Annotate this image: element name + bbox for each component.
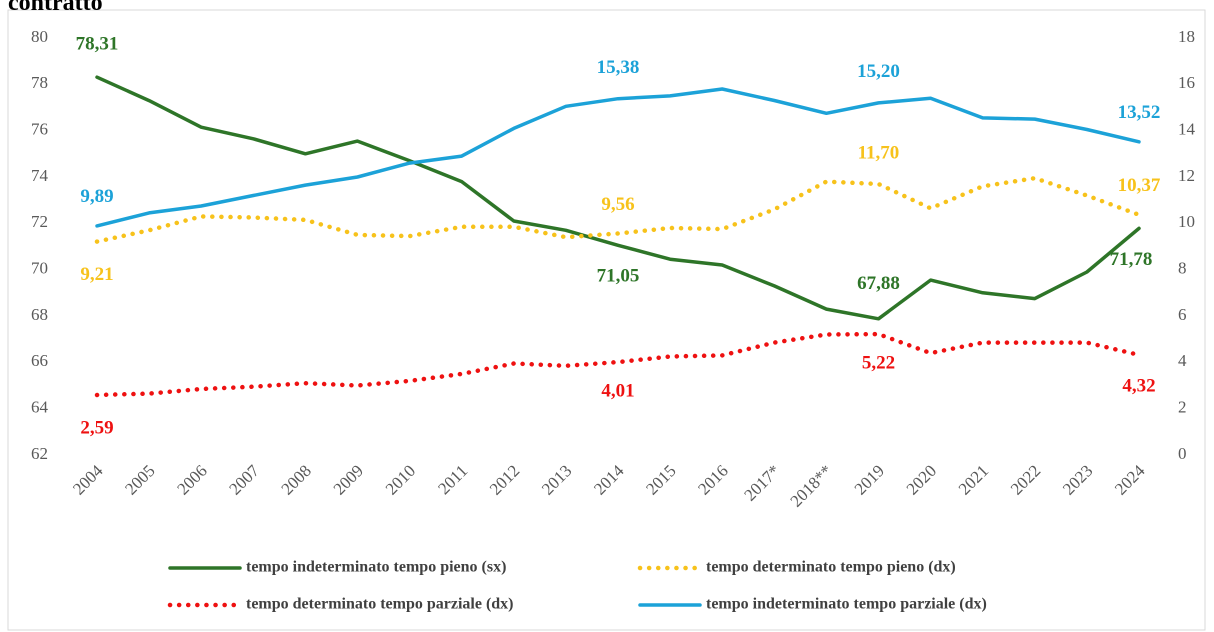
legend-label: tempo determinato tempo pieno (dx) bbox=[706, 559, 956, 576]
data-label: 15,20 bbox=[857, 61, 900, 82]
y2-tick-label: 0 bbox=[1178, 444, 1187, 463]
x-tick-label: 2009 bbox=[330, 461, 367, 498]
x-tick-label: 2008 bbox=[278, 461, 315, 498]
y-tick-label: 76 bbox=[31, 120, 48, 139]
x-tick-label: 2021 bbox=[955, 461, 992, 498]
x-tick-label: 2013 bbox=[538, 461, 575, 498]
legend-label: tempo indeterminato tempo parziale (dx) bbox=[706, 596, 987, 613]
data-label: 4,32 bbox=[1122, 375, 1155, 396]
x-tick-label: 2024 bbox=[1111, 461, 1149, 499]
data-label: 9,89 bbox=[80, 186, 113, 207]
data-label: 10,37 bbox=[1118, 175, 1161, 196]
y2-tick-label: 4 bbox=[1178, 351, 1187, 370]
data-label: 9,21 bbox=[80, 264, 113, 285]
x-tick-label: 2023 bbox=[1059, 461, 1096, 498]
x-tick-label: 2015 bbox=[642, 461, 679, 498]
y-tick-label: 80 bbox=[31, 27, 48, 46]
y-tick-label: 64 bbox=[31, 398, 49, 417]
y2-tick-label: 14 bbox=[1178, 120, 1196, 139]
y-tick-label: 72 bbox=[31, 212, 48, 231]
data-label: 71,78 bbox=[1110, 249, 1153, 270]
y-tick-label: 78 bbox=[31, 73, 48, 92]
y2-tick-label: 16 bbox=[1178, 73, 1195, 92]
x-tick-label: 2010 bbox=[382, 461, 419, 498]
series-line bbox=[95, 75, 1141, 321]
data-label: 13,52 bbox=[1118, 102, 1161, 123]
y2-tick-label: 18 bbox=[1178, 27, 1195, 46]
series-line bbox=[95, 87, 1141, 228]
y2-tick-label: 6 bbox=[1178, 305, 1187, 324]
data-label: 78,31 bbox=[76, 34, 119, 55]
y-tick-label: 62 bbox=[31, 444, 48, 463]
x-tick-label: 2020 bbox=[903, 461, 940, 498]
x-tick-label: 2016 bbox=[694, 461, 731, 498]
x-tick-label: 2005 bbox=[121, 461, 158, 498]
y2-tick-label: 10 bbox=[1178, 212, 1195, 231]
legend-label: tempo indeterminato tempo pieno (sx) bbox=[246, 559, 506, 576]
legend-label: tempo determinato tempo parziale (dx) bbox=[246, 596, 514, 613]
y2-tick-label: 8 bbox=[1178, 259, 1187, 278]
x-tick-label: 2017* bbox=[740, 461, 783, 504]
y-tick-label: 68 bbox=[31, 305, 48, 324]
data-label: 67,88 bbox=[857, 273, 900, 294]
x-tick-label: 2018** bbox=[786, 461, 835, 510]
y-tick-label: 74 bbox=[31, 166, 49, 185]
data-label: 71,05 bbox=[597, 266, 640, 287]
x-tick-label: 2006 bbox=[173, 461, 210, 498]
series-line bbox=[94, 331, 1142, 398]
x-tick-label: 2022 bbox=[1007, 461, 1044, 498]
y2-tick-label: 12 bbox=[1178, 166, 1195, 185]
y-tick-label: 70 bbox=[31, 259, 48, 278]
data-label: 9,56 bbox=[601, 194, 634, 215]
chart-border bbox=[7, 9, 1206, 631]
x-tick-label: 2004 bbox=[69, 461, 107, 499]
x-tick-label: 2011 bbox=[434, 461, 471, 498]
y2-tick-label: 2 bbox=[1178, 398, 1187, 417]
x-tick-label: 2007 bbox=[225, 461, 263, 499]
series-line bbox=[94, 175, 1142, 244]
data-label: 11,70 bbox=[858, 142, 900, 163]
x-tick-label: 2014 bbox=[590, 461, 628, 499]
x-tick-label: 2019 bbox=[851, 461, 888, 498]
data-label: 15,38 bbox=[597, 57, 640, 78]
data-label: 4,01 bbox=[601, 380, 634, 401]
y-tick-label: 66 bbox=[31, 351, 48, 370]
data-label: 5,22 bbox=[862, 352, 895, 373]
x-tick-label: 2012 bbox=[486, 461, 523, 498]
data-label: 2,59 bbox=[80, 417, 113, 438]
chart-title: contratto bbox=[8, 0, 103, 16]
